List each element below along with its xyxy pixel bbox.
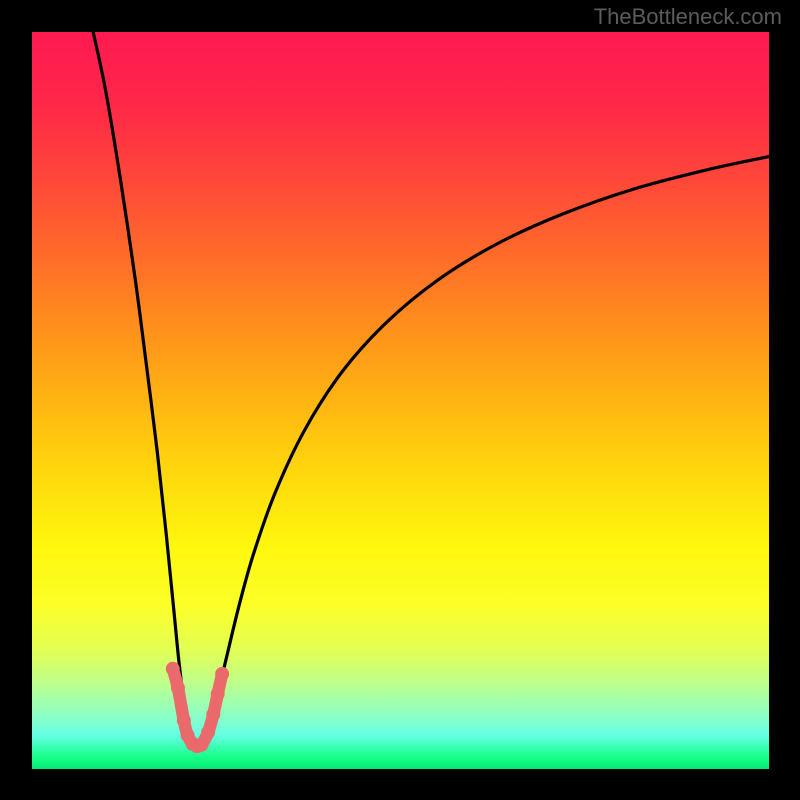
valley-marker-dot <box>211 687 225 701</box>
valley-marker-dot <box>215 667 229 681</box>
valley-marker-dot <box>201 725 215 739</box>
watermark-text: TheBottleneck.com <box>594 4 782 30</box>
valley-marker-dot <box>171 681 185 695</box>
plot-frame <box>32 32 769 769</box>
bottleneck-curve-chart <box>32 32 769 769</box>
valley-marker-dot <box>206 707 220 721</box>
gradient-background <box>32 32 769 769</box>
valley-marker-dot <box>166 662 180 676</box>
valley-marker-dot <box>195 738 209 752</box>
valley-marker-dot <box>177 713 191 727</box>
chart-container: TheBottleneck.com <box>0 0 800 800</box>
